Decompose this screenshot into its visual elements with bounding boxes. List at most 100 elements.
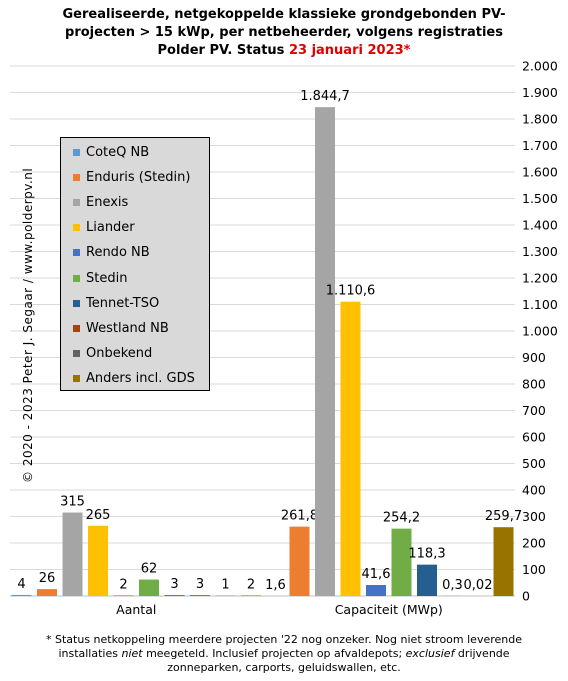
footnote-line-2-c: drijvende — [454, 647, 510, 660]
legend-entry: Liander — [73, 219, 135, 237]
y-tick-label: 1.500 — [522, 191, 558, 206]
legend-entry: Stedin — [73, 269, 127, 287]
data-label: 1 — [221, 578, 229, 593]
y-tick-label: 400 — [522, 483, 546, 498]
legend-entry: Tennet-TSO — [73, 294, 159, 312]
title-line-3-prefix: Polder PV. Status — [157, 43, 289, 58]
legend-swatch — [73, 224, 80, 232]
data-label: 261,8 — [281, 509, 318, 524]
y-tick-label: 1.700 — [522, 138, 558, 153]
y-tick-label: 700 — [522, 403, 546, 418]
legend-label: Enduris (Stedin) — [86, 169, 191, 185]
bar — [391, 528, 412, 596]
data-label: 118,3 — [408, 547, 445, 562]
bar — [493, 527, 514, 596]
data-label: 265 — [86, 508, 111, 523]
y-tick-label: 1.000 — [522, 324, 558, 339]
legend-swatch — [73, 350, 80, 358]
bar — [88, 525, 108, 596]
copyright-watermark: © 2020 - 2023 Peter J. Segaar / www.pold… — [21, 167, 35, 483]
legend-label: Westland NB — [86, 320, 169, 336]
footnote-line-2-a: installaties — [58, 647, 122, 660]
data-label: 2 — [119, 577, 127, 592]
legend-label: Liander — [86, 220, 135, 236]
y-tick-label: 300 — [522, 509, 546, 524]
y-tick-label: 1.800 — [522, 112, 558, 127]
data-label: 41,6 — [362, 567, 391, 582]
data-label: 26 — [39, 571, 56, 586]
y-tick-label: 800 — [522, 377, 546, 392]
y-tick-label: 0 — [522, 589, 530, 604]
data-label: 62 — [141, 562, 158, 577]
bar — [62, 512, 83, 596]
legend-swatch — [73, 198, 80, 206]
data-label: 1,6 — [265, 578, 286, 593]
data-label: 1.844,7 — [300, 89, 350, 104]
bar — [366, 584, 386, 596]
legend-swatch — [73, 249, 80, 257]
y-tick-label: 1.900 — [522, 85, 558, 100]
legend-entry: Anders incl. GDS — [73, 370, 195, 388]
legend-entry: Enduris (Stedin) — [73, 168, 190, 186]
legend-label: Stedin — [86, 270, 128, 286]
footnote: * Status netkoppeling meerdere projecten… — [0, 633, 568, 675]
x-category-label: Aantal — [116, 602, 156, 617]
bar — [315, 107, 335, 596]
legend-label: Rendo NB — [86, 245, 150, 261]
y-tick-label: 1.400 — [522, 218, 558, 233]
footnote-line-3: zonneparken, carports, geluidswallen, et… — [167, 661, 401, 674]
title-line-3: Polder PV. Status 23 januari 2023* — [0, 42, 568, 60]
legend-swatch — [73, 324, 80, 332]
legend-entry: Enexis — [73, 193, 128, 211]
legend-swatch — [73, 173, 80, 181]
bar — [164, 595, 185, 596]
y-tick-label: 200 — [522, 536, 546, 551]
bar — [113, 595, 134, 596]
y-tick-label: 1.300 — [522, 244, 558, 259]
bar — [139, 579, 159, 596]
y-tick-label: 100 — [522, 562, 546, 577]
footnote-line-2-b: meegeteld. Inclusief projecten op afvald… — [142, 647, 406, 660]
data-label: 315 — [60, 495, 85, 510]
y-tick-label: 1.100 — [522, 297, 558, 312]
bar — [11, 594, 32, 596]
legend-label: Onbekend — [86, 346, 153, 362]
legend-swatch — [73, 148, 80, 156]
footnote-line-2: installaties niet meegeteld. Inclusief p… — [0, 647, 568, 661]
y-tick-label: 900 — [522, 350, 546, 365]
footnote-line-1: * Status netkoppeling meerdere projecten… — [46, 633, 522, 646]
bar — [417, 564, 437, 596]
chart-legend: CoteQ NB Enduris (Stedin) Enexis Liander Ren… — [60, 137, 210, 391]
y-tick-label: 1.600 — [522, 165, 558, 180]
title-line-2: projecten > 15 kWp, per netbeheerder, vo… — [65, 25, 503, 40]
legend-swatch — [73, 299, 80, 307]
bar — [289, 526, 310, 596]
footnote-line-2-italic-2: exclusief — [405, 647, 455, 660]
legend-entry: CoteQ NB — [73, 143, 149, 161]
legend-label: Enexis — [86, 194, 129, 210]
bar — [241, 595, 261, 596]
y-tick-label: 2.000 — [522, 59, 558, 74]
legend-entry: Westland NB — [73, 319, 169, 337]
bar — [190, 595, 210, 596]
y-tick-label: 500 — [522, 456, 546, 471]
legend-entry: Rendo NB — [73, 244, 150, 262]
legend-label: CoteQ NB — [86, 144, 150, 160]
data-label: 259,7 — [485, 509, 522, 524]
x-category-label: Capaciteit (MWp) — [335, 602, 443, 617]
legend-entry: Onbekend — [73, 345, 152, 363]
legend-swatch — [73, 274, 80, 282]
y-tick-label: 1.200 — [522, 271, 558, 286]
footnote-line-2-italic: niet — [121, 647, 143, 660]
title-line-1: Gerealiseerde, netgekoppelde klassieke g… — [62, 7, 506, 22]
bar — [37, 589, 57, 596]
data-label: 3 — [170, 577, 178, 592]
data-label: 1.110,6 — [326, 284, 376, 299]
bar — [340, 301, 361, 596]
data-label: 0,3 — [442, 578, 463, 593]
y-tick-label: 600 — [522, 430, 546, 445]
title-status-date: 23 januari 2023* — [288, 43, 411, 58]
legend-label: Anders incl. GDS — [86, 371, 195, 387]
data-label: 2 — [247, 577, 255, 592]
